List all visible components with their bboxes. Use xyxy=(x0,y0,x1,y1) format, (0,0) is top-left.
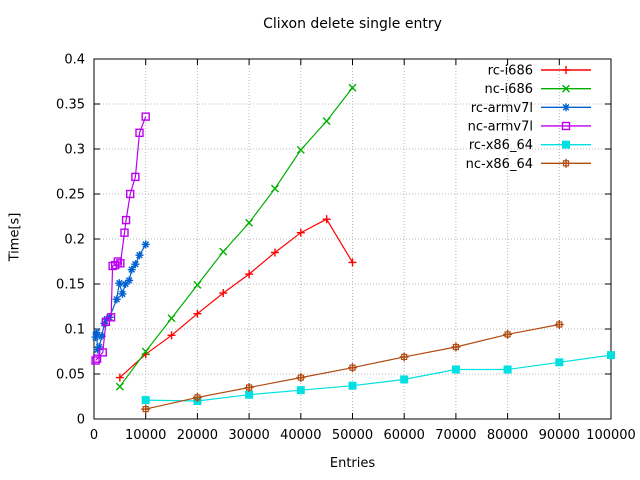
legend-entry-nc-x86_64: nc-x86_64 xyxy=(466,157,591,172)
legend-entry-rc-i686: rc-i686 xyxy=(488,64,591,79)
x-tick-label: 70000 xyxy=(435,428,476,443)
y-tick-label: 0.15 xyxy=(56,278,85,293)
y-tick-label: 0.4 xyxy=(64,53,85,68)
x-tick-labels: 0 10000 20000 30000 40000 50000 60000 70000 8000… xyxy=(90,428,636,443)
legend-label: rc-x86_64 xyxy=(469,138,533,153)
series-line-rc-x86_64 xyxy=(145,354,612,402)
x-tick-label: 20000 xyxy=(177,428,218,443)
legend: rc-i686 nc-i686 rc-armv7l nc-armv7l rc-x86_6… xyxy=(466,64,591,172)
series-markers-nc-i686 xyxy=(115,83,357,391)
series-line-rc-i686 xyxy=(119,218,354,379)
series-rc-x86_64 xyxy=(141,351,615,405)
legend-label: nc-i686 xyxy=(484,82,533,97)
y-tick-label: 0.35 xyxy=(56,98,85,113)
y-tick-label: 0.3 xyxy=(64,143,85,158)
grid-lines xyxy=(94,59,611,419)
x-tick-label: 40000 xyxy=(280,428,321,443)
y-tick-label: 0.2 xyxy=(64,233,85,248)
series-nc-armv7l xyxy=(91,112,150,365)
series-line-nc-i686 xyxy=(119,87,353,387)
series-nc-i686 xyxy=(115,83,357,391)
series-markers-rc-x86_64 xyxy=(141,351,615,405)
x-tick-label: 80000 xyxy=(487,428,528,443)
legend-entry-nc-armv7l: nc-armv7l xyxy=(468,119,591,134)
x-axis-label: Entries xyxy=(329,456,376,471)
legend-entry-rc-armv7l: rc-armv7l xyxy=(471,101,591,116)
x-tick-label: 90000 xyxy=(539,428,580,443)
x-tick-label: 10000 xyxy=(125,428,166,443)
series-nc-x86_64 xyxy=(141,320,564,414)
series-rc-i686 xyxy=(115,215,357,382)
legend-label: rc-armv7l xyxy=(471,101,533,116)
x-tick-label: 0 xyxy=(90,428,98,443)
y-tick-labels: 0 0.05 0.1 0.15 0.2 0.25 0.3 0.35 0.4 xyxy=(56,53,85,428)
x-tick-label: 100000 xyxy=(586,428,636,443)
series-markers-rc-i686 xyxy=(115,215,357,382)
series-markers-nc-x86_64 xyxy=(141,320,564,414)
axis-ticks xyxy=(93,58,612,420)
x-tick-label: 50000 xyxy=(332,428,373,443)
chart-title: Clixon delete single entry xyxy=(263,16,442,32)
y-tick-label: 0.25 xyxy=(56,188,85,203)
legend-entry-nc-i686: nc-i686 xyxy=(484,82,591,97)
legend-label: nc-armv7l xyxy=(468,119,533,134)
x-tick-label: 60000 xyxy=(384,428,425,443)
series-markers-nc-armv7l xyxy=(91,112,150,365)
legend-label: rc-i686 xyxy=(488,64,533,79)
x-tick-label: 30000 xyxy=(228,428,269,443)
y-axis-label: Time[s] xyxy=(7,212,23,262)
y-tick-label: 0.1 xyxy=(64,323,85,338)
y-tick-label: 0 xyxy=(77,413,85,428)
legend-label: nc-x86_64 xyxy=(466,157,533,172)
legend-entry-rc-x86_64: rc-x86_64 xyxy=(469,138,591,153)
y-tick-label: 0.05 xyxy=(56,368,85,383)
